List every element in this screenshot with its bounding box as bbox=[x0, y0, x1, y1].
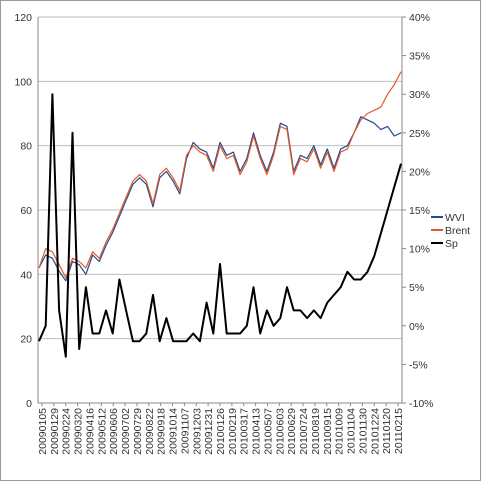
x-tick-label: 20110120 bbox=[381, 408, 393, 454]
x-tick-label: 20110215 bbox=[393, 408, 405, 454]
x-tick-label: 20090416 bbox=[84, 408, 96, 455]
legend-label: Sp bbox=[445, 238, 458, 250]
right-tick-label: 35% bbox=[409, 51, 430, 63]
right-tick-label: 40% bbox=[409, 12, 430, 24]
x-tick-label: 20101224 bbox=[369, 408, 381, 455]
legend-label: Brent bbox=[445, 225, 470, 237]
series-line-brent bbox=[38, 71, 402, 279]
x-tick-label: 20090320 bbox=[73, 408, 85, 455]
x-tick-label: 20100603 bbox=[274, 408, 286, 455]
x-tick-label: 20101130 bbox=[357, 408, 369, 454]
x-tick-label: 20090702 bbox=[120, 408, 132, 455]
x-tick-label: 20090512 bbox=[96, 408, 108, 455]
right-axis-ticks: -10% -5% 0% 5% 10% 15% 20% 25% 30% 35% 40% bbox=[402, 12, 434, 410]
left-axis-ticks: 0 20 40 60 80 100 120 bbox=[14, 12, 32, 410]
x-tick-label: 20091203 bbox=[191, 408, 203, 455]
left-tick-label: 100 bbox=[14, 76, 32, 88]
x-tick-label: 20100317 bbox=[239, 408, 251, 455]
series-line-wvi bbox=[38, 116, 402, 282]
gridlines bbox=[38, 16, 402, 404]
right-tick-label: 15% bbox=[409, 205, 430, 217]
right-tick-label: -10% bbox=[409, 398, 434, 410]
x-tick-label: 20100126 bbox=[215, 408, 227, 455]
right-tick-label: -5% bbox=[409, 359, 428, 371]
right-tick-label: 10% bbox=[409, 244, 430, 256]
series-layer bbox=[38, 71, 402, 358]
x-axis-ticks: 20090105 20090129 20090224 20090320 20090416… bbox=[37, 403, 405, 455]
x-tick-label: 20090822 bbox=[144, 408, 156, 455]
x-tick-label: 20091231 bbox=[203, 408, 215, 455]
series-line-sp bbox=[38, 93, 402, 358]
x-tick-label: 20100915 bbox=[322, 408, 334, 455]
x-tick-label: 20090105 bbox=[37, 408, 49, 455]
legend-label: WVI bbox=[445, 212, 465, 224]
x-tick-label: 20100507 bbox=[262, 408, 274, 455]
left-tick-label: 60 bbox=[20, 205, 32, 217]
x-tick-label: 20100819 bbox=[310, 408, 322, 455]
x-tick-label: 20090224 bbox=[61, 408, 73, 455]
x-tick-label: 20101104 bbox=[346, 408, 358, 454]
x-tick-label: 20100629 bbox=[286, 408, 298, 455]
right-tick-label: 5% bbox=[409, 282, 424, 294]
right-tick-label: 30% bbox=[409, 89, 430, 101]
x-tick-label: 20090129 bbox=[49, 408, 61, 455]
x-tick-label: 20091107 bbox=[179, 408, 191, 454]
x-tick-label: 20100219 bbox=[227, 408, 239, 455]
left-tick-label: 0 bbox=[26, 398, 32, 410]
right-tick-label: 20% bbox=[409, 166, 430, 178]
left-tick-label: 80 bbox=[20, 141, 32, 153]
right-tick-label: 25% bbox=[409, 128, 430, 140]
right-tick-label: 0% bbox=[409, 321, 424, 333]
x-tick-label: 20090729 bbox=[132, 408, 144, 455]
left-tick-label: 120 bbox=[14, 12, 32, 24]
x-tick-label: 20100724 bbox=[298, 408, 310, 455]
x-tick-label: 20090606 bbox=[108, 408, 120, 455]
left-tick-label: 20 bbox=[20, 334, 32, 346]
x-tick-label: 20091014 bbox=[168, 408, 180, 455]
x-tick-label: 20090918 bbox=[156, 408, 168, 455]
left-tick-label: 40 bbox=[20, 269, 32, 281]
x-tick-label: 20100413 bbox=[251, 408, 263, 455]
x-tick-label: 20101009 bbox=[334, 408, 346, 455]
